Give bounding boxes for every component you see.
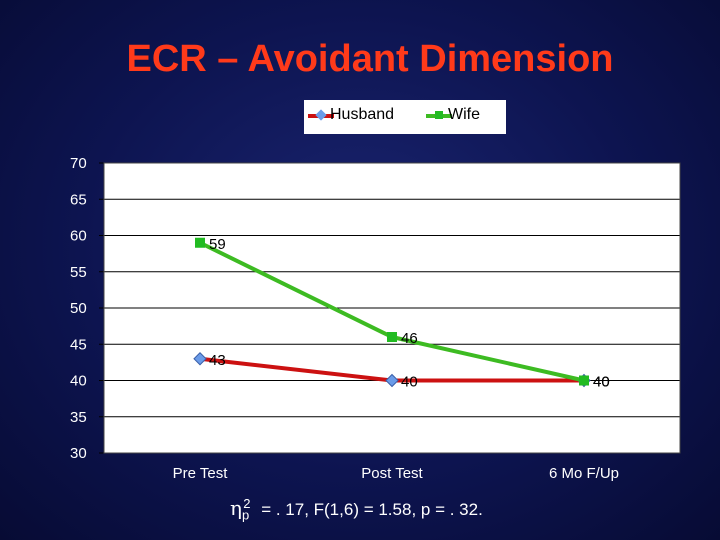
y-tick-label-55: 55 xyxy=(70,264,87,281)
y-tick-label-30: 30 xyxy=(70,445,87,462)
x-tick-label-2: 6 Mo F/Up xyxy=(549,465,619,482)
data-label-husband-0: 43 xyxy=(209,352,226,369)
data-label-wife-2: 40 xyxy=(593,374,610,391)
point-wife-0 xyxy=(195,237,205,248)
legend-label-wife: Wife xyxy=(448,106,480,123)
x-tick-label-1: Post Test xyxy=(361,465,423,482)
y-tick-label-35: 35 xyxy=(70,409,87,426)
chart-legend: Husband Wife xyxy=(304,100,506,134)
legend-label-husband: Husband xyxy=(330,106,395,123)
effect-size-footnote: ηp2 = . 17, F(1,6) = 1.58, p = . 32. xyxy=(230,496,483,522)
y-tick-label-40: 40 xyxy=(70,373,87,390)
data-label-husband-2: 40 xyxy=(593,374,610,391)
legend-square-icon xyxy=(435,111,443,119)
data-label-husband-1: 40 xyxy=(401,374,418,391)
y-tick-label-60: 60 xyxy=(70,228,87,245)
plot-frame xyxy=(103,162,681,454)
data-label-wife-0: 59 xyxy=(209,236,226,253)
series-line-wife xyxy=(199,240,585,383)
eta-superscript: 2 xyxy=(243,496,251,512)
x-tick-label-0: Pre Test xyxy=(173,465,229,482)
y-tick-label-45: 45 xyxy=(70,336,87,353)
footnote-text: = . 17, F(1,6) = 1.58, p = . 32. xyxy=(261,500,483,519)
y-tick-label-70: 70 xyxy=(70,155,87,172)
y-tick-label-65: 65 xyxy=(70,191,87,208)
point-husband-0 xyxy=(193,352,207,366)
point-husband-1 xyxy=(385,373,399,388)
data-label-wife-1: 46 xyxy=(401,330,418,347)
y-tick-label-50: 50 xyxy=(70,300,87,317)
point-wife-2 xyxy=(579,375,589,386)
eta-subscript: p xyxy=(241,507,250,523)
point-wife-1 xyxy=(387,332,397,342)
eta-symbol: η xyxy=(230,496,242,520)
slide-title: ECR – Avoidant Dimension xyxy=(126,38,614,80)
